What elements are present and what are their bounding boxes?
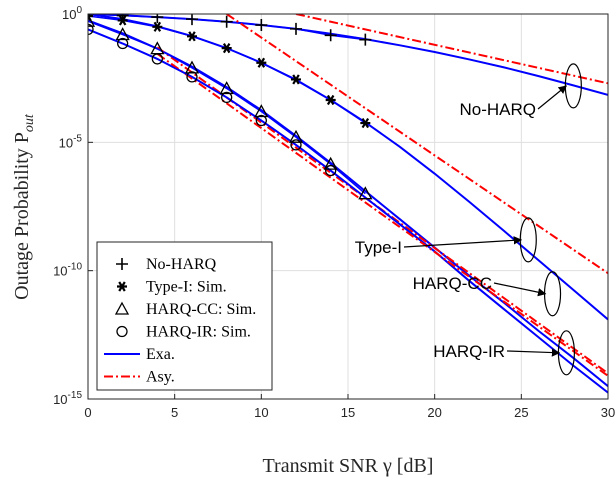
- harq-cc-annotation-arrow: [493, 282, 547, 297]
- harq-ir-annotation-label: HARQ-IR: [433, 342, 505, 361]
- y-axis-label: Outage Probability Pout: [11, 113, 37, 300]
- no-harq-sim-marker: [220, 15, 233, 28]
- harq-ir-sim-marker: [117, 37, 129, 50]
- legend-type-i-sim-marker: [117, 281, 127, 292]
- no-harq-sim-marker: [324, 29, 337, 42]
- harq-cc-sim-marker: [184, 60, 200, 74]
- type-i-annotation-arrow: [403, 236, 523, 248]
- legend-harq-ir-sim-label: HARQ-IR: Sim.: [146, 324, 251, 341]
- no-harq-sim-marker: [186, 14, 198, 26]
- simulation-markers: [88, 14, 373, 200]
- x-tick-label: 15: [341, 405, 355, 420]
- x-axis-label: Transmit SNR γ [dB]: [263, 455, 434, 477]
- y-tick-label: 10-10: [53, 262, 82, 279]
- type-i-annotation-label: Type-I: [355, 238, 402, 257]
- y-tick-label: 10-5: [59, 133, 83, 150]
- legend-type-i-sim-label: Type-I: Sim.: [146, 279, 227, 296]
- legend-harq-ir-sim-marker: [116, 325, 128, 338]
- no-harq-annotation-label: No-HARQ: [459, 100, 536, 119]
- x-tick-label: 0: [84, 405, 91, 420]
- legend-box: [96, 241, 273, 391]
- legend-no-harq-label: No-HARQ: [146, 256, 217, 273]
- x-tick-label: 10: [254, 405, 268, 420]
- harq-ir-sim-marker: [325, 164, 337, 177]
- legend: No-HARQ Type-I: Sim. HARQ-CC: Sim. HARQ-IR:…: [96, 241, 273, 391]
- no-harq-sim-marker: [359, 33, 372, 46]
- no-harq-sim-marker: [151, 14, 164, 24]
- type-i-sim-marker: [291, 74, 301, 85]
- annotations: No-HARQ Type-I HARQ-CC HARQ-IR: [355, 63, 582, 376]
- harq-ir-sim-marker: [221, 91, 233, 104]
- legend-no-harq-marker: [116, 258, 128, 270]
- legend-exa-label: Exa.: [146, 346, 175, 363]
- type-i-sim-marker: [187, 31, 197, 42]
- type-i-sim-marker: [325, 94, 336, 106]
- harq-ir-sim-marker: [290, 139, 302, 151]
- y-axis-ticks: 100 10-5 10-10 10-15: [53, 5, 93, 407]
- type-i-sim-marker: [221, 43, 232, 54]
- x-tick-label: 20: [427, 405, 441, 420]
- x-tick-label: 25: [514, 405, 528, 420]
- type-i-sim-marker: [360, 118, 371, 129]
- harq-ir-sim-marker: [186, 71, 198, 83]
- type-i-sim-marker: [117, 15, 128, 26]
- harq-ir-sim-marker: [151, 53, 163, 65]
- harq-cc-annotation-label: HARQ-CC: [413, 274, 492, 293]
- harq-ir-sim-marker: [255, 114, 267, 127]
- legend-harq-cc-sim-marker: [114, 301, 130, 315]
- harq-cc-sim-marker: [358, 186, 373, 200]
- legend-asy-label: Asy.: [146, 369, 175, 386]
- type-i-sim-marker: [256, 57, 267, 68]
- harq-ir-sim-marker: [88, 23, 94, 36]
- harq-cc-sim-marker: [219, 81, 234, 95]
- harq-cc-sim-marker: [288, 129, 304, 143]
- harq-cc-sim-marker: [115, 27, 130, 41]
- harq-cc-sim-marker: [323, 156, 338, 170]
- y-tick-label: 10-15: [53, 390, 82, 407]
- harq-ir-annotation-arrow: [506, 348, 561, 357]
- harq-cc-sim-marker: [254, 104, 269, 118]
- type-i-sim-marker: [152, 21, 163, 32]
- curves: [88, 14, 608, 394]
- harq-cc-sim-line: [88, 20, 366, 195]
- y-tick-label: 100: [62, 5, 82, 22]
- legend-harq-cc-sim-label: HARQ-CC: Sim.: [146, 301, 256, 318]
- no-harq-sim-marker: [290, 22, 302, 35]
- x-tick-label: 30: [601, 405, 615, 420]
- harq-ir-asymptotic-curve: [156, 52, 608, 377]
- no-harq-asymptotic-curve: [295, 14, 608, 85]
- no-harq-sim-marker: [255, 19, 268, 32]
- type-i-asymptotic-curve: [226, 14, 608, 275]
- x-axis-ticks: 0 5 10 15 20 25 30: [84, 394, 615, 420]
- harq-cc-sim-marker: [88, 14, 96, 27]
- no-harq-annotation-arrow: [537, 85, 567, 110]
- x-tick-label: 5: [171, 405, 178, 420]
